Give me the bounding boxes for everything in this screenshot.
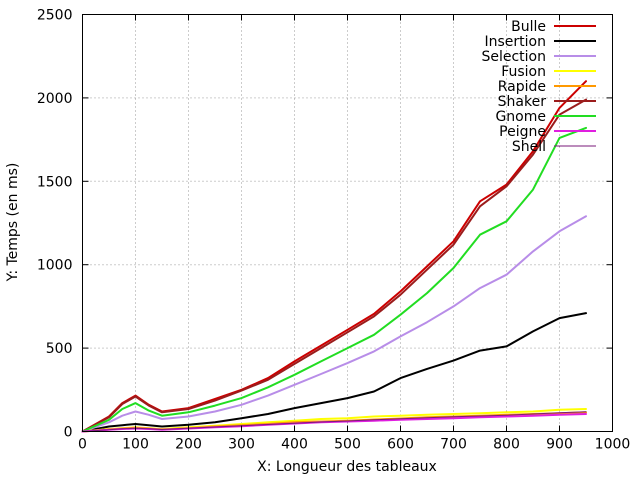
series-line-shaker bbox=[81, 98, 587, 433]
x-tick-label: 500 bbox=[334, 437, 361, 453]
x-tick-label: 700 bbox=[440, 437, 467, 453]
x-tick-label: 100 bbox=[122, 437, 149, 453]
series-lines bbox=[81, 80, 587, 433]
legend-label: Insertion bbox=[485, 34, 546, 50]
y-axis-label: Y: Temps (en ms) bbox=[5, 163, 21, 283]
series-line-gnome bbox=[81, 126, 587, 433]
x-tick-label: 800 bbox=[493, 437, 520, 453]
x-tick-label: 0 bbox=[78, 437, 87, 453]
y-tick-label: 2000 bbox=[37, 91, 73, 107]
legend-label: Shell bbox=[512, 139, 546, 155]
x-tick-label: 600 bbox=[387, 437, 414, 453]
legend: BulleInsertionSelectionFusionRapideShake… bbox=[481, 19, 596, 155]
series-line-insertion bbox=[81, 312, 587, 433]
legend-label: Fusion bbox=[501, 64, 546, 80]
x-tick-label: 400 bbox=[281, 437, 308, 453]
x-tick-label: 1000 bbox=[595, 437, 631, 453]
legend-label: Selection bbox=[481, 49, 546, 65]
y-tick-label: 2500 bbox=[37, 8, 73, 24]
legend-label: Bulle bbox=[511, 19, 546, 35]
legend-label: Gnome bbox=[495, 109, 546, 125]
y-tick-label: 0 bbox=[64, 425, 73, 441]
series-line-shell bbox=[82, 411, 587, 432]
y-tick-label: 500 bbox=[46, 341, 73, 357]
y-tick-label: 1000 bbox=[37, 258, 73, 274]
legend-label: Shaker bbox=[498, 94, 547, 110]
x-axis-label: X: Longueur des tableaux bbox=[257, 459, 437, 475]
y-tick-label: 1500 bbox=[37, 174, 73, 190]
axis-ticks: 0 100 200 300 400 500 600 700 800 900 1000 0 500 1000… bbox=[37, 8, 630, 453]
x-tick-label: 200 bbox=[175, 437, 202, 453]
grid bbox=[82, 14, 613, 432]
legend-label: Rapide bbox=[498, 79, 546, 95]
series-line-selection bbox=[81, 215, 587, 433]
legend-label: Peigne bbox=[499, 124, 546, 140]
x-tick-label: 300 bbox=[228, 437, 255, 453]
x-tick-label: 900 bbox=[546, 437, 573, 453]
